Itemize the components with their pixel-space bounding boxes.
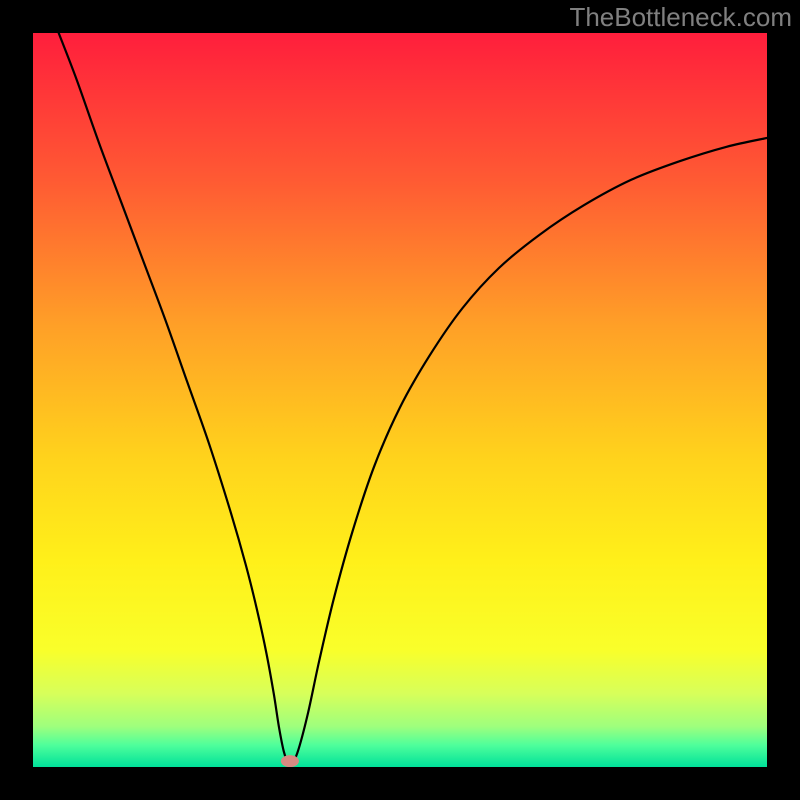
watermark-text: TheBottleneck.com bbox=[569, 2, 792, 33]
optimum-marker bbox=[281, 755, 299, 767]
plot-area bbox=[33, 33, 767, 767]
chart-svg bbox=[33, 33, 767, 767]
gradient-background bbox=[33, 33, 767, 767]
chart-frame: TheBottleneck.com bbox=[0, 0, 800, 800]
